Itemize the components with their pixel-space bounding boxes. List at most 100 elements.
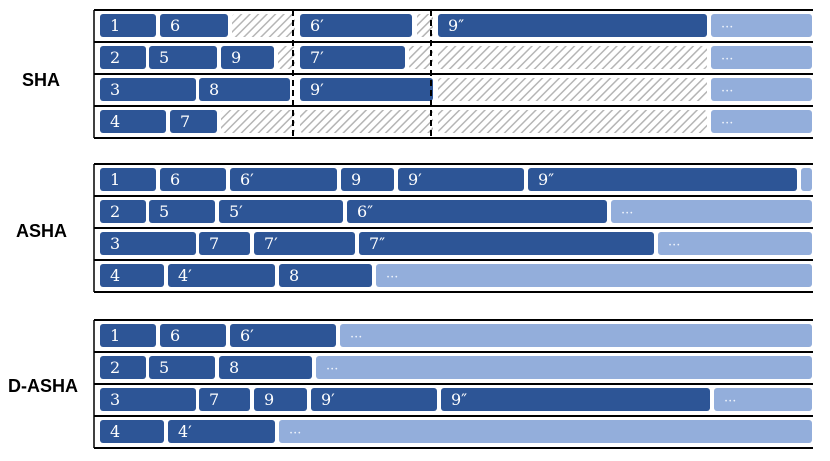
sha-lane-2-job-block xyxy=(300,46,405,69)
d-asha-lane-3-job-block xyxy=(311,388,437,411)
asha-lane-4-job-block xyxy=(279,264,372,287)
asha-lane-3-label: 7′ xyxy=(264,234,278,253)
d-asha-lane-1-job-block xyxy=(100,324,156,347)
sha-lane-2-job-block xyxy=(149,46,217,69)
asha-lane-4-label: ··· xyxy=(386,270,398,285)
asha-lane-2-label: 2 xyxy=(110,202,120,221)
sha-lane-1-idle-block xyxy=(417,14,433,37)
d-asha-lane-3-label: 9 xyxy=(264,390,274,409)
d-asha-lane-3-label: 7 xyxy=(209,390,219,409)
asha-lane-4-pending-block xyxy=(376,264,812,287)
asha-lane-1-job-block xyxy=(341,168,394,191)
asha-lane-1-job-block xyxy=(398,168,524,191)
d-asha-lane-1-job-block xyxy=(230,324,336,347)
asha-lane-1-label: 1 xyxy=(110,170,120,189)
sha-lane-3-label: 9′ xyxy=(310,80,324,99)
sha-lane-1-job-block xyxy=(100,14,156,37)
d-asha-lane-3-label: 9″ xyxy=(451,390,467,409)
sha-lane-1-label: ··· xyxy=(721,20,733,35)
d-asha-lane-4-label: 4′ xyxy=(178,422,192,441)
sha-lane-1-job-block xyxy=(160,14,228,37)
sha-lane-3-job-block xyxy=(100,78,196,101)
asha-lane-1-job-block xyxy=(230,168,337,191)
schedule-label-sha: SHA xyxy=(22,70,61,90)
sha-lane-4-idle-block xyxy=(438,110,707,133)
asha-lane-3-label: 7 xyxy=(209,234,219,253)
d-asha-lane-3-label: 3 xyxy=(110,390,120,409)
d-asha-lane-3-job-block xyxy=(100,388,196,411)
d-asha-lane-3-job-block xyxy=(441,388,710,411)
asha-lane-2-job-block xyxy=(219,200,343,223)
d-asha-lane-2-label: ··· xyxy=(326,362,338,377)
sha-lane-2-label: 7′ xyxy=(310,48,324,67)
sha-lane-4-label: 4 xyxy=(110,112,120,131)
asha-lane-2-label: 5′ xyxy=(229,202,243,221)
sha-lane-3-label: 3 xyxy=(110,80,120,99)
asha-lane-3-label: ··· xyxy=(668,238,680,253)
sha-lane-3-pending-block xyxy=(711,78,812,101)
asha-lane-1-job-block xyxy=(160,168,226,191)
sha-lane-1-label: 9″ xyxy=(448,16,464,35)
sha-lane-1-idle-block xyxy=(232,14,295,37)
sha-lane-4-pending-block xyxy=(711,110,812,133)
sha-lane-4-job-block xyxy=(100,110,166,133)
d-asha-lane-1-pending-block xyxy=(340,324,812,347)
asha-lane-3-label: 3 xyxy=(110,234,120,253)
sha-lane-2-label: 5 xyxy=(159,48,169,67)
sha-lane-3-label: 8 xyxy=(209,80,219,99)
asha-lane-2-pending-block xyxy=(611,200,812,223)
sha-lane-3-idle-block xyxy=(438,78,707,101)
sha-lane-3-job-block xyxy=(300,78,433,101)
sha-lane-3-job-block xyxy=(199,78,290,101)
sha-lane-2-idle-block xyxy=(278,46,295,69)
sha-lane-2-job-block xyxy=(100,46,146,69)
asha-lane-4-job-block xyxy=(168,264,275,287)
d-asha-lane-1-job-block xyxy=(160,324,226,347)
d-asha-lane-4-job-block xyxy=(100,420,164,443)
sha-lane-2-job-block xyxy=(221,46,274,69)
asha-lane-3-pending-block xyxy=(658,232,812,255)
sha-lane-4-idle-block xyxy=(221,110,295,133)
schedule-label-dasha: D-ASHA xyxy=(8,376,78,396)
asha-lane-4-job-block xyxy=(100,264,164,287)
sha-lane-1-label: 1 xyxy=(110,16,120,35)
sha-lane-1-job-block xyxy=(300,14,412,37)
asha-lane-4-label: 8 xyxy=(289,266,299,285)
sha-lane-3-label: ··· xyxy=(721,84,733,99)
asha-lane-1-pending-block xyxy=(801,168,812,191)
sha-lane-4-label: 7 xyxy=(180,112,190,131)
sha-lane-2-idle-block xyxy=(438,46,707,69)
d-asha-lane-1-label: 1 xyxy=(110,326,120,345)
schedule-label-asha: ASHA xyxy=(16,221,68,241)
asha-lane-3-job-block xyxy=(254,232,355,255)
asha-lane-1-label: 9′ xyxy=(408,170,422,189)
asha-lane-3-job-block xyxy=(199,232,250,255)
asha-lane-2-job-block xyxy=(100,200,146,223)
sha-lane-4-label: ··· xyxy=(721,116,733,131)
sha-lane-2-label: 9 xyxy=(231,48,241,67)
asha-lane-2-label: ··· xyxy=(621,206,633,221)
d-asha-lane-4-pending-block xyxy=(279,420,812,443)
sha-lane-2-label: ··· xyxy=(721,52,733,67)
d-asha-lane-1-label: 6 xyxy=(170,326,180,345)
sha-lane-2-idle-block xyxy=(409,46,433,69)
d-asha-lane-1-label: ··· xyxy=(350,330,362,345)
sha-lane-2-pending-block xyxy=(711,46,812,69)
sha-lane-1-pending-block xyxy=(711,14,812,37)
d-asha-lane-4-label: ··· xyxy=(289,426,301,441)
asha-lane-3-job-block xyxy=(359,232,654,255)
sha-lane-1-label: 6 xyxy=(170,16,180,35)
asha-lane-1-label: 9″ xyxy=(538,170,554,189)
asha-lane-1-label: 6 xyxy=(170,170,180,189)
sha-lane-4-idle-block xyxy=(300,110,433,133)
asha-lane-1-job-block xyxy=(100,168,156,191)
d-asha-lane-2-label: 5 xyxy=(159,358,169,377)
d-asha-lane-4-label: 4 xyxy=(110,422,120,441)
asha-lane-2-label: 6″ xyxy=(357,202,373,221)
d-asha-lane-3-job-block xyxy=(199,388,250,411)
d-asha-lane-2-job-block xyxy=(219,356,312,379)
d-asha-lane-4-job-block xyxy=(168,420,275,443)
asha-lane-2-job-block xyxy=(149,200,215,223)
d-asha-lane-3-label: ··· xyxy=(724,394,736,409)
